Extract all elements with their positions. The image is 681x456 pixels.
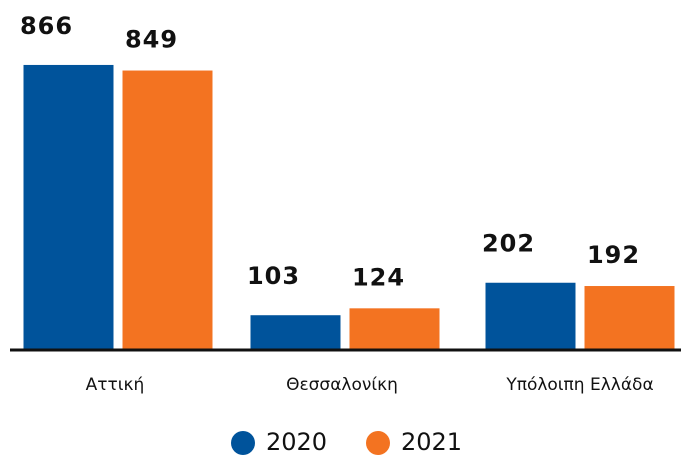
bar [122,70,213,349]
x-tick-label: Θεσσαλονίκη [286,375,398,395]
value-label: 866 [20,12,73,40]
value-label: 103 [247,262,300,290]
value-label: 124 [352,263,405,291]
value-label: 192 [587,241,640,269]
legend-label: 2020 [266,428,327,456]
legend-marker [231,431,255,455]
x-tick-label: Υπόλοιπη Ελλάδα [505,375,653,395]
bar [485,282,576,349]
bar [584,286,675,349]
legend-label: 2021 [401,428,462,456]
bar [349,308,440,349]
x-tick-label: Αττική [86,375,145,395]
legend-marker [366,431,390,455]
value-label: 849 [125,26,178,54]
bar [23,64,114,350]
value-label: 202 [482,230,535,258]
bar [250,315,341,349]
